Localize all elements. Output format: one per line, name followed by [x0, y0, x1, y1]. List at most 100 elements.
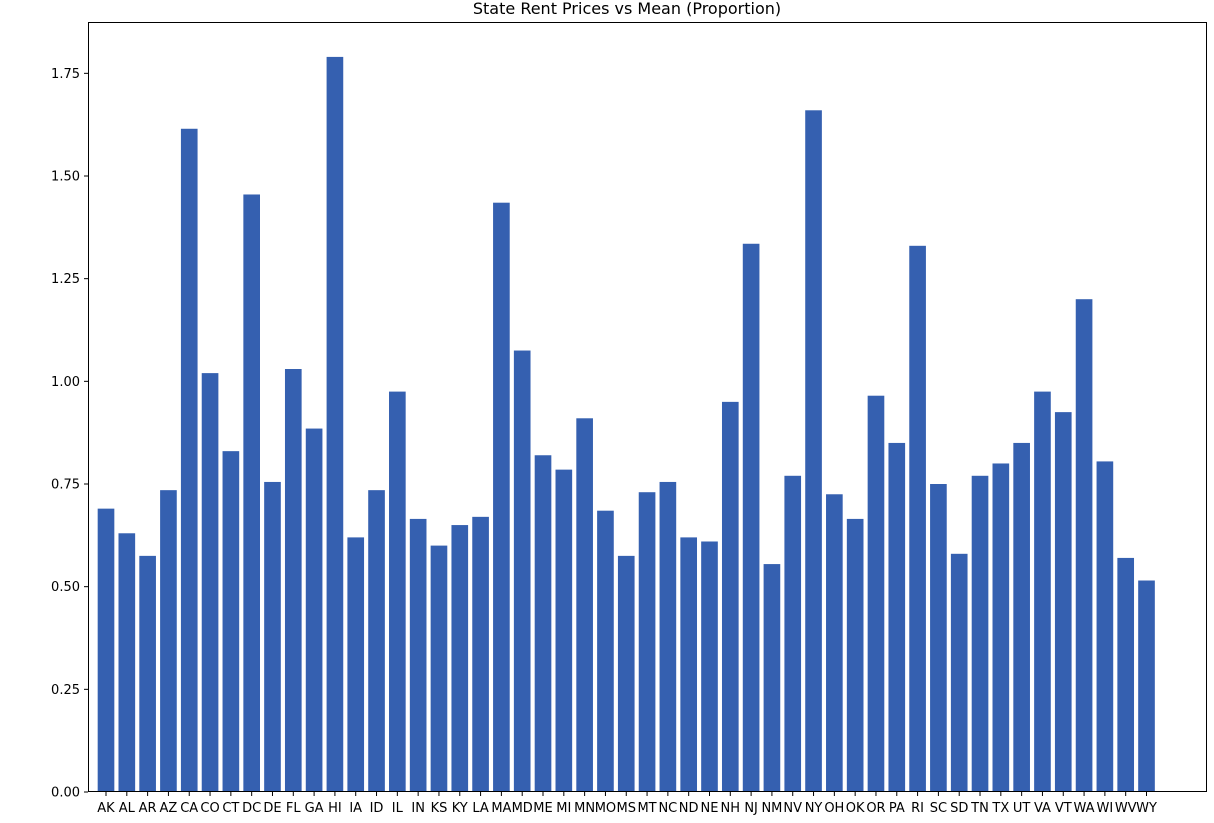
x-tick-label: AK [97, 801, 115, 816]
y-tick-label: 1.50 [51, 170, 80, 185]
x-tick-label: GA [305, 801, 324, 816]
x-tick-label: WI [1097, 801, 1114, 816]
x-tick-label: WA [1074, 801, 1095, 816]
x-tick-label: NV [783, 801, 802, 816]
bar-ma [493, 202, 510, 792]
bar-md [513, 350, 531, 792]
y-tick-label: 0.25 [51, 683, 80, 698]
bar-co [201, 373, 219, 792]
x-tick-label: ND [679, 801, 699, 816]
x-tick-label: MD [512, 801, 533, 816]
x-tick-label: IA [349, 801, 362, 816]
bar-ia [347, 537, 365, 792]
bar-la [472, 516, 489, 792]
bar-al [118, 533, 136, 792]
x-tick-label: HI [328, 801, 342, 816]
x-tick-label: AZ [160, 801, 178, 816]
bar-nh [721, 401, 739, 792]
x-axis: AK AL AR AZ CA CO CT DC DE FL GA HI IA ID IL IN KS KY LA MA… [97, 792, 1157, 816]
bar-ar [139, 555, 156, 792]
x-tick-label: MT [637, 801, 656, 816]
bar-in [409, 518, 427, 792]
x-tick-label: OR [866, 801, 885, 816]
bar-ri [909, 245, 926, 792]
x-tick-label: NM [761, 801, 782, 816]
chart-title: State Rent Prices vs Mean (Proportion) [473, 0, 781, 18]
y-tick-label: 0.50 [51, 580, 80, 595]
x-tick-label: MO [595, 801, 616, 816]
bar-il [389, 391, 406, 792]
x-tick-label: MN [574, 801, 595, 816]
bar-wv [1117, 557, 1135, 792]
x-tick-label: KS [431, 801, 448, 816]
bar-pa [888, 442, 906, 792]
bar-wa [1075, 299, 1093, 792]
bar-wy [1138, 580, 1155, 792]
bar-nc [659, 481, 677, 792]
x-tick-label: RI [911, 801, 924, 816]
x-tick-label: CT [222, 801, 239, 816]
x-tick-label: SD [950, 801, 968, 816]
bar-ut [1013, 442, 1030, 792]
y-tick-label: 1.75 [51, 67, 80, 82]
x-tick-label: AL [119, 801, 136, 816]
x-tick-label: ID [370, 801, 384, 816]
y-tick-label: 0.00 [51, 786, 80, 801]
x-tick-label: KY [452, 801, 468, 816]
x-tick-label: PA [889, 801, 905, 816]
bar-de [264, 481, 281, 792]
x-tick-label: DC [242, 801, 261, 816]
x-tick-label: WV [1115, 801, 1137, 816]
bar-id [368, 490, 385, 792]
bar-oh [826, 494, 843, 792]
x-tick-label: NC [658, 801, 677, 816]
bar-dc [243, 194, 260, 793]
bar-ga [305, 428, 323, 792]
bar-ny [805, 110, 822, 793]
bar-mt [638, 492, 656, 792]
x-tick-label: AR [139, 801, 157, 816]
bar-va [1034, 391, 1051, 792]
bar-nv [784, 475, 802, 792]
x-tick-label: MI [556, 801, 571, 816]
x-tick-label: NH [721, 801, 741, 816]
bar-sd [950, 553, 968, 792]
bars-layer [97, 56, 1155, 793]
bar-ok [846, 518, 864, 792]
x-tick-label: OH [824, 801, 844, 816]
bar-hi [326, 56, 344, 793]
x-tick-label: FL [286, 801, 301, 816]
x-tick-label: SC [930, 801, 947, 816]
bar-vt [1054, 412, 1072, 792]
x-tick-label: NE [701, 801, 719, 816]
bar-tx [992, 463, 1010, 792]
x-tick-label: OK [846, 801, 865, 816]
x-tick-label: TX [991, 801, 1009, 816]
x-tick-label: TN [970, 801, 989, 816]
x-tick-label: ME [533, 801, 552, 816]
x-tick-label: IN [411, 801, 425, 816]
plot-frame [88, 22, 1207, 792]
x-tick-label: LA [472, 801, 489, 816]
bar-fl [284, 369, 302, 792]
bar-mo [597, 510, 614, 792]
bar-ak [97, 508, 115, 792]
x-tick-label: CA [180, 801, 198, 816]
y-tick-label: 0.75 [51, 478, 80, 493]
bar-ky [451, 525, 469, 792]
bar-nd [680, 537, 698, 792]
y-tick-label: 1.25 [51, 272, 80, 287]
bar-tn [971, 475, 989, 792]
x-tick-label: WY [1136, 801, 1157, 816]
x-tick-label: VA [1034, 801, 1051, 816]
x-tick-label: NJ [744, 801, 758, 816]
y-axis: 0.00 0.25 0.50 0.75 1.00 1.25 1.50 1.75 [51, 67, 88, 801]
x-tick-label: CO [200, 801, 219, 816]
bar-ne [701, 541, 718, 792]
y-tick-label: 1.00 [51, 375, 80, 390]
bar-ca [180, 128, 198, 792]
bar-mi [555, 469, 573, 792]
bar-or [867, 395, 885, 792]
bar-sc [930, 484, 947, 792]
